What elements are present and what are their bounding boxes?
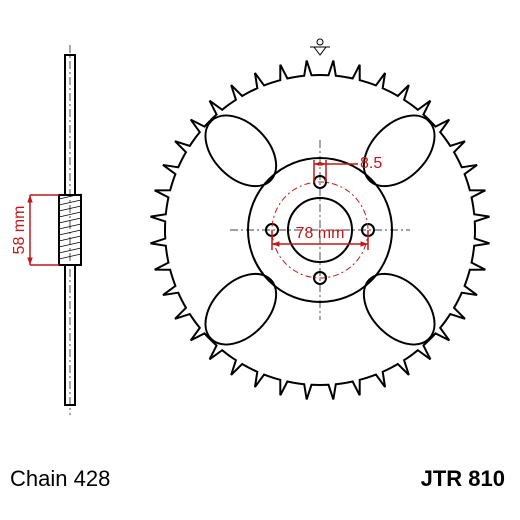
part-number: JTR 810 [421, 466, 505, 492]
svg-text:58 mm: 58 mm [11, 206, 28, 255]
chain-label: Chain 428 [10, 466, 110, 492]
svg-text:78 mm: 78 mm [296, 225, 345, 242]
svg-text:8.5: 8.5 [360, 155, 382, 172]
